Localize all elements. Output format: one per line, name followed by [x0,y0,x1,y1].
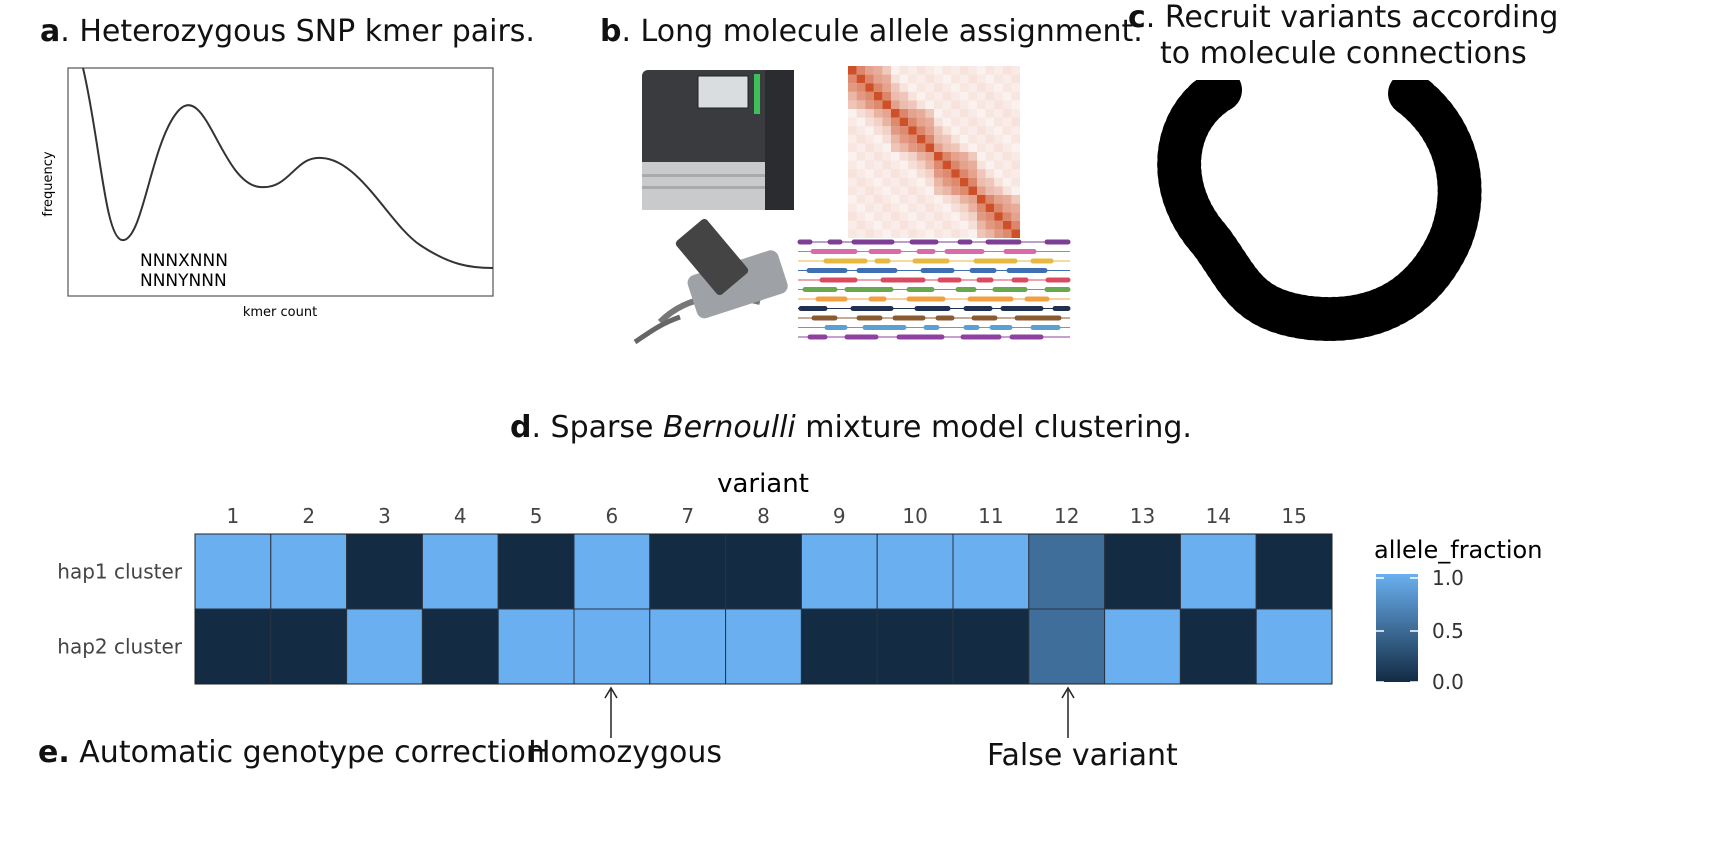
heatmap-cells [194,533,1333,685]
panel-b-images [633,66,1071,345]
heatmap-x-tick-label: 4 [454,504,467,528]
heatmap-cell [1179,608,1257,685]
heatmap-x-tick-label: 14 [1206,504,1231,528]
heatmap-x-tick-label: 2 [302,504,315,528]
heatmap-cell [649,533,727,610]
panel-c-title: c. Recruit variants according [1128,0,1559,35]
heatmap-cell [952,608,1030,685]
false-variant-label: False variant [987,738,1178,773]
legend-tick-label: 1.0 [1432,566,1464,590]
panel-c-title-line2: to molecule connections [1160,36,1527,71]
heatmap-x-tick-label: 11 [978,504,1003,528]
heatmap-x-tick-label: 3 [378,504,391,528]
legend-ticks: 1.0 0.5 0.0 [1376,566,1464,694]
panel-b-title: b. Long molecule allele assignment. [600,14,1143,49]
heatmap-x-ticks: 1 2 3 4 5 6 7 8 9 10 11 12 13 14 15 [227,504,1307,528]
heatmap-cell [573,608,651,685]
heatmap-cell [270,533,348,610]
legend-tick-label: 0.0 [1432,670,1464,694]
heatmap-x-tick-label: 1 [227,504,240,528]
heatmap-cell [649,608,727,685]
heatmap-cell [270,608,348,685]
annotation-arrows [604,686,1075,738]
kmer-frequency-curve [82,67,494,269]
homozygous-label: Homozygous [528,735,723,770]
heatmap-cell [1179,533,1257,610]
heatmap-x-tick-label: 10 [902,504,927,528]
plot-frame [67,67,494,297]
molecule-tracks-image [797,239,1071,340]
heatmap-cell [800,533,878,610]
heatmap-x-tick-label: 8 [757,504,770,528]
heatmap-cell [1028,533,1106,610]
heatmap-chart: variant 1 2 3 4 5 6 7 8 9 10 11 12 13 14 15 hap1 clust… [57,469,1542,694]
panel-d-title: d. Sparse Bernoulli mixture model cluste… [510,410,1192,445]
heatmap-cell [1255,533,1333,610]
heatmap-cell [497,533,575,610]
heatmap-y-ticks: hap1 cluster hap2 cluster [57,560,183,659]
heatmap-cell [421,533,499,610]
heatmap-cell [725,533,802,610]
panel-a-title: a. Heterozygous SNP kmer pairs. [40,14,535,49]
heatmap-cell [1104,608,1181,685]
panel-c-variant-graph [1157,80,1482,341]
y-axis-label: frequency [41,151,56,217]
heatmap-cell [1255,608,1333,685]
heatmap-x-axis-title: variant [717,469,809,499]
heatmap-x-tick-label: 9 [833,504,846,528]
heatmap-border [194,533,1333,685]
nanopore-device-image [633,218,788,345]
heatmap-y-tick-label: hap2 cluster [57,635,183,659]
kmer-label-1: NNNXNNN [140,251,228,271]
heatmap-cell [1104,533,1181,610]
heatmap-x-tick-label: 5 [530,504,543,528]
legend-title: allele_fraction [1374,536,1542,564]
heatmap-cell [952,533,1030,610]
panel-e-title: e. Automatic genotype correction [38,735,545,770]
heatmap-x-tick-label: 7 [681,504,694,528]
heatmap-cell [194,608,272,685]
heatmap-cell [421,608,499,685]
heatmap-x-tick-label: 15 [1281,504,1306,528]
heatmap-cell [876,608,954,685]
x-axis-label: kmer count [243,305,317,320]
heatmap-cell [346,533,423,610]
heatmap-cell [194,533,272,610]
heatmap-cell [497,608,575,685]
heatmap-x-tick-label: 13 [1130,504,1155,528]
heatmap-x-tick-label: 12 [1054,504,1079,528]
sequencer-image [642,70,794,210]
heatmap-cell [1028,608,1106,685]
heatmap-cell [725,608,802,685]
heatmap-cell [573,533,651,610]
heatmap-x-tick-label: 6 [606,504,619,528]
legend-tick-label: 0.5 [1432,619,1464,643]
kmer-label-2: NNNYNNN [140,271,227,291]
heatmap-cell [346,608,423,685]
panel-a-kmer-plot: frequency kmer count NNNXNNN NNNYNNN [41,67,494,320]
variant-connection-fringe [1157,80,1482,341]
contact-matrix-image [848,66,1020,238]
legend-colorbar [1376,574,1418,682]
heatmap-cell [876,533,954,610]
heatmap-y-tick-label: hap1 cluster [57,560,183,584]
heatmap-cell [800,608,878,685]
